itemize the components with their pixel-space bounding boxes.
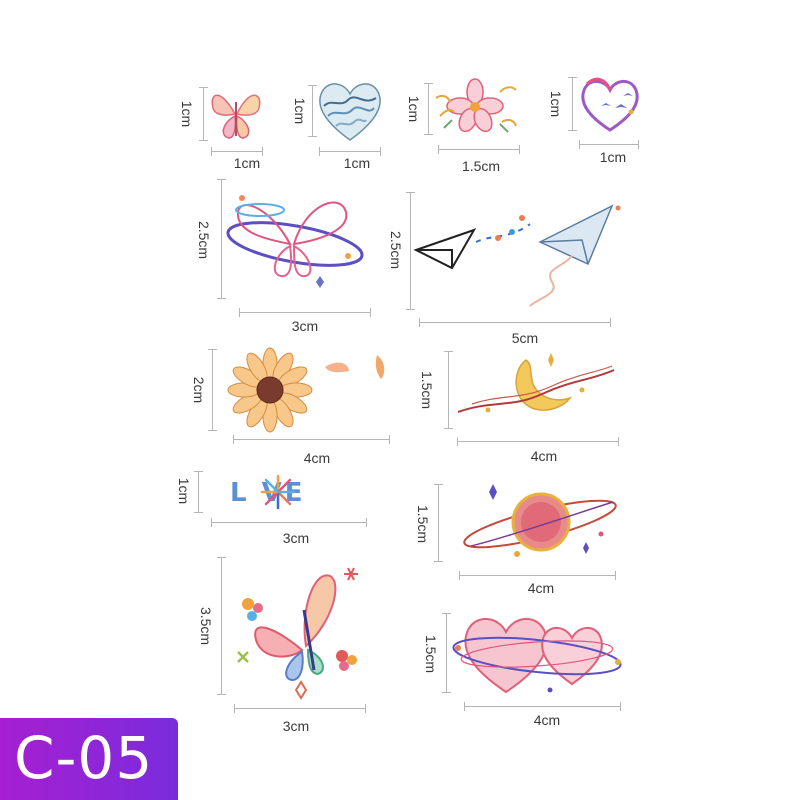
width-label: 4cm [530, 448, 558, 464]
width-label: 3cm [282, 718, 310, 734]
wave-heart-sticker [319, 83, 381, 141]
width-label: 1cm [233, 155, 261, 171]
height-label: 1.5cm [419, 370, 435, 410]
bird-heart-sticker [581, 77, 639, 132]
width-label: 5cm [511, 330, 539, 346]
width-label: 3cm [282, 530, 310, 546]
firework-icon [260, 474, 296, 510]
height-label: 1cm [548, 90, 564, 118]
moon-sticker [457, 353, 615, 413]
product-code-label: C-05 [14, 724, 154, 792]
width-label: 3cm [291, 318, 319, 334]
height-label: 1cm [292, 97, 308, 125]
height-label: 2cm [191, 376, 207, 404]
height-label: 1cm [176, 477, 192, 505]
product-code-badge: C-05 [0, 718, 178, 800]
butterfly-planet-sticker [226, 195, 364, 288]
sunflower-sticker [227, 347, 385, 433]
height-label: 1cm [179, 100, 195, 128]
width-label: 4cm [527, 580, 555, 596]
height-label: 2.5cm [388, 230, 404, 270]
height-label: 1cm [406, 95, 422, 123]
width-label: 1.5cm [461, 158, 501, 174]
width-label: 4cm [303, 450, 331, 466]
width-label: 1cm [343, 155, 371, 171]
width-label: 1cm [599, 149, 627, 165]
height-label: 3.5cm [198, 606, 214, 646]
double-hearts-sticker [452, 618, 622, 694]
width-label: 4cm [533, 712, 561, 728]
paper-planes-sticker [413, 204, 621, 307]
height-label: 2.5cm [196, 220, 212, 260]
flower-sticker [435, 78, 517, 133]
butterfly-sticker-large [237, 567, 358, 700]
planet-sticker [463, 484, 617, 557]
height-label: 1.5cm [415, 504, 431, 544]
height-label: 1.5cm [423, 634, 439, 674]
butterfly-sticker-small [211, 94, 261, 139]
